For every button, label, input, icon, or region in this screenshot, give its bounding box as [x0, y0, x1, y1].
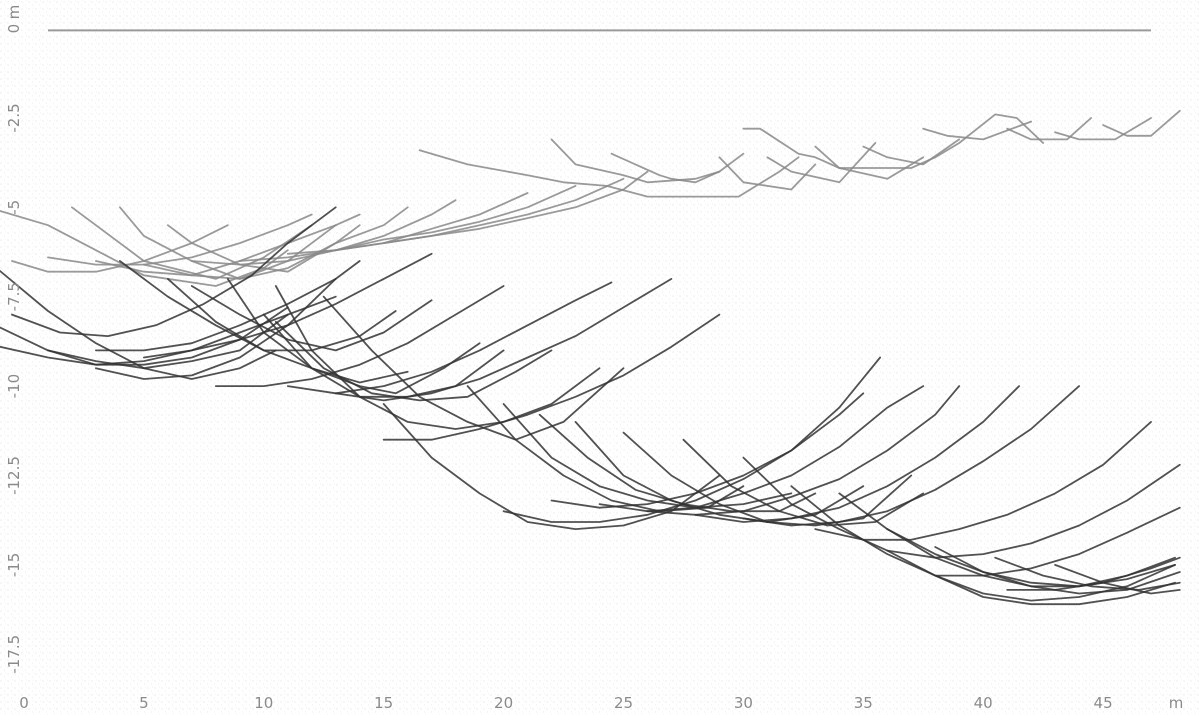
arc-1-15 — [502, 403, 793, 509]
arc-1-29 — [143, 252, 433, 359]
arc-1-30 — [214, 285, 505, 387]
arc-0-0 — [742, 113, 1044, 169]
arc-0-8 — [922, 120, 1032, 141]
arc-1-7 — [119, 260, 409, 384]
arc-1-33 — [382, 313, 721, 441]
arc-1-3 — [47, 313, 289, 370]
arc-0-5 — [766, 142, 877, 184]
arc-1-2 — [0, 295, 337, 366]
arc-group-1 — [0, 206, 1181, 606]
x-tick-label: 0 — [19, 694, 29, 712]
arc-1-37 — [646, 385, 961, 516]
y-tick-label: -10 — [5, 374, 23, 399]
y-tick-label: -2.5 — [5, 103, 23, 132]
arc-0-15 — [167, 224, 361, 273]
arc-1-41 — [886, 463, 1181, 559]
y-tick-label: -5 — [5, 200, 23, 215]
arcs-layer — [0, 109, 1181, 606]
arc-1-17 — [574, 421, 865, 523]
arc-1-4 — [95, 278, 337, 380]
y-tick-label: -17.5 — [5, 635, 23, 674]
arc-1-20 — [742, 456, 1176, 606]
arc-0-17 — [47, 213, 313, 266]
arc-1-10 — [274, 320, 553, 402]
y-axis-ticks: 0 -2.5 -5 -7.5 -10 -12.5 -15 -17.5 — [5, 24, 23, 674]
arc-1-38 — [694, 385, 1020, 523]
arc-1-36 — [598, 385, 925, 513]
arc-1-23 — [886, 528, 1176, 588]
x-axis-ticks: 0 5 10 15 20 25 30 35 40 45 — [19, 694, 1112, 712]
y-tick-label: -15 — [5, 553, 23, 578]
arc-0-6 — [814, 145, 925, 180]
arc-0-10 — [1054, 117, 1152, 141]
arc-1-40 — [814, 421, 1152, 541]
arc-1-12 — [322, 295, 625, 441]
x-tick-label: 40 — [974, 694, 993, 712]
arc-1-11 — [274, 285, 601, 430]
arc-1-35 — [550, 392, 865, 509]
x-unit-label: m — [1169, 694, 1184, 712]
arc-1-39 — [742, 385, 1080, 527]
arc-0-11 — [1102, 109, 1181, 137]
arc-1-43 — [1006, 556, 1181, 591]
arc-0-4 — [718, 156, 817, 191]
arc-0-3 — [610, 152, 721, 184]
x-tick-label: 30 — [734, 694, 753, 712]
arc-1-19 — [682, 438, 925, 527]
arc-1-31 — [286, 281, 613, 395]
arc-0-19 — [143, 206, 409, 280]
y-tick-label: -7.5 — [5, 282, 23, 311]
arc-1-9 — [262, 313, 505, 398]
x-tick-label: 10 — [254, 694, 273, 712]
arc-1-26 — [1054, 564, 1181, 595]
x-tick-label: 15 — [374, 694, 393, 712]
arc-1-21 — [790, 485, 1176, 602]
x-tick-label: 5 — [139, 694, 149, 712]
x-tick-label: 45 — [1094, 694, 1113, 712]
arc-0-24 — [382, 170, 649, 244]
arc-1-28 — [95, 260, 361, 352]
arc-1-27 — [11, 206, 337, 337]
arc-0-7 — [862, 138, 961, 166]
arc-0-14 — [119, 206, 337, 280]
arc-0-9 — [1006, 117, 1092, 141]
y-tick-label: -12.5 — [5, 456, 23, 495]
y-tick-label: 0 — [5, 24, 23, 34]
x-tick-label: 20 — [494, 694, 513, 712]
arc-1-42 — [934, 506, 1181, 577]
arc-1-6 — [190, 285, 433, 352]
arc-1-13 — [382, 403, 721, 530]
arc-0-13 — [71, 206, 313, 280]
x-tick-label: 25 — [614, 694, 633, 712]
arc-group-0 — [0, 109, 1181, 287]
arc-1-32 — [334, 278, 673, 402]
x-tick-label: 35 — [854, 694, 873, 712]
arc-1-34 — [502, 356, 881, 523]
y-unit-label: m — [5, 5, 23, 20]
